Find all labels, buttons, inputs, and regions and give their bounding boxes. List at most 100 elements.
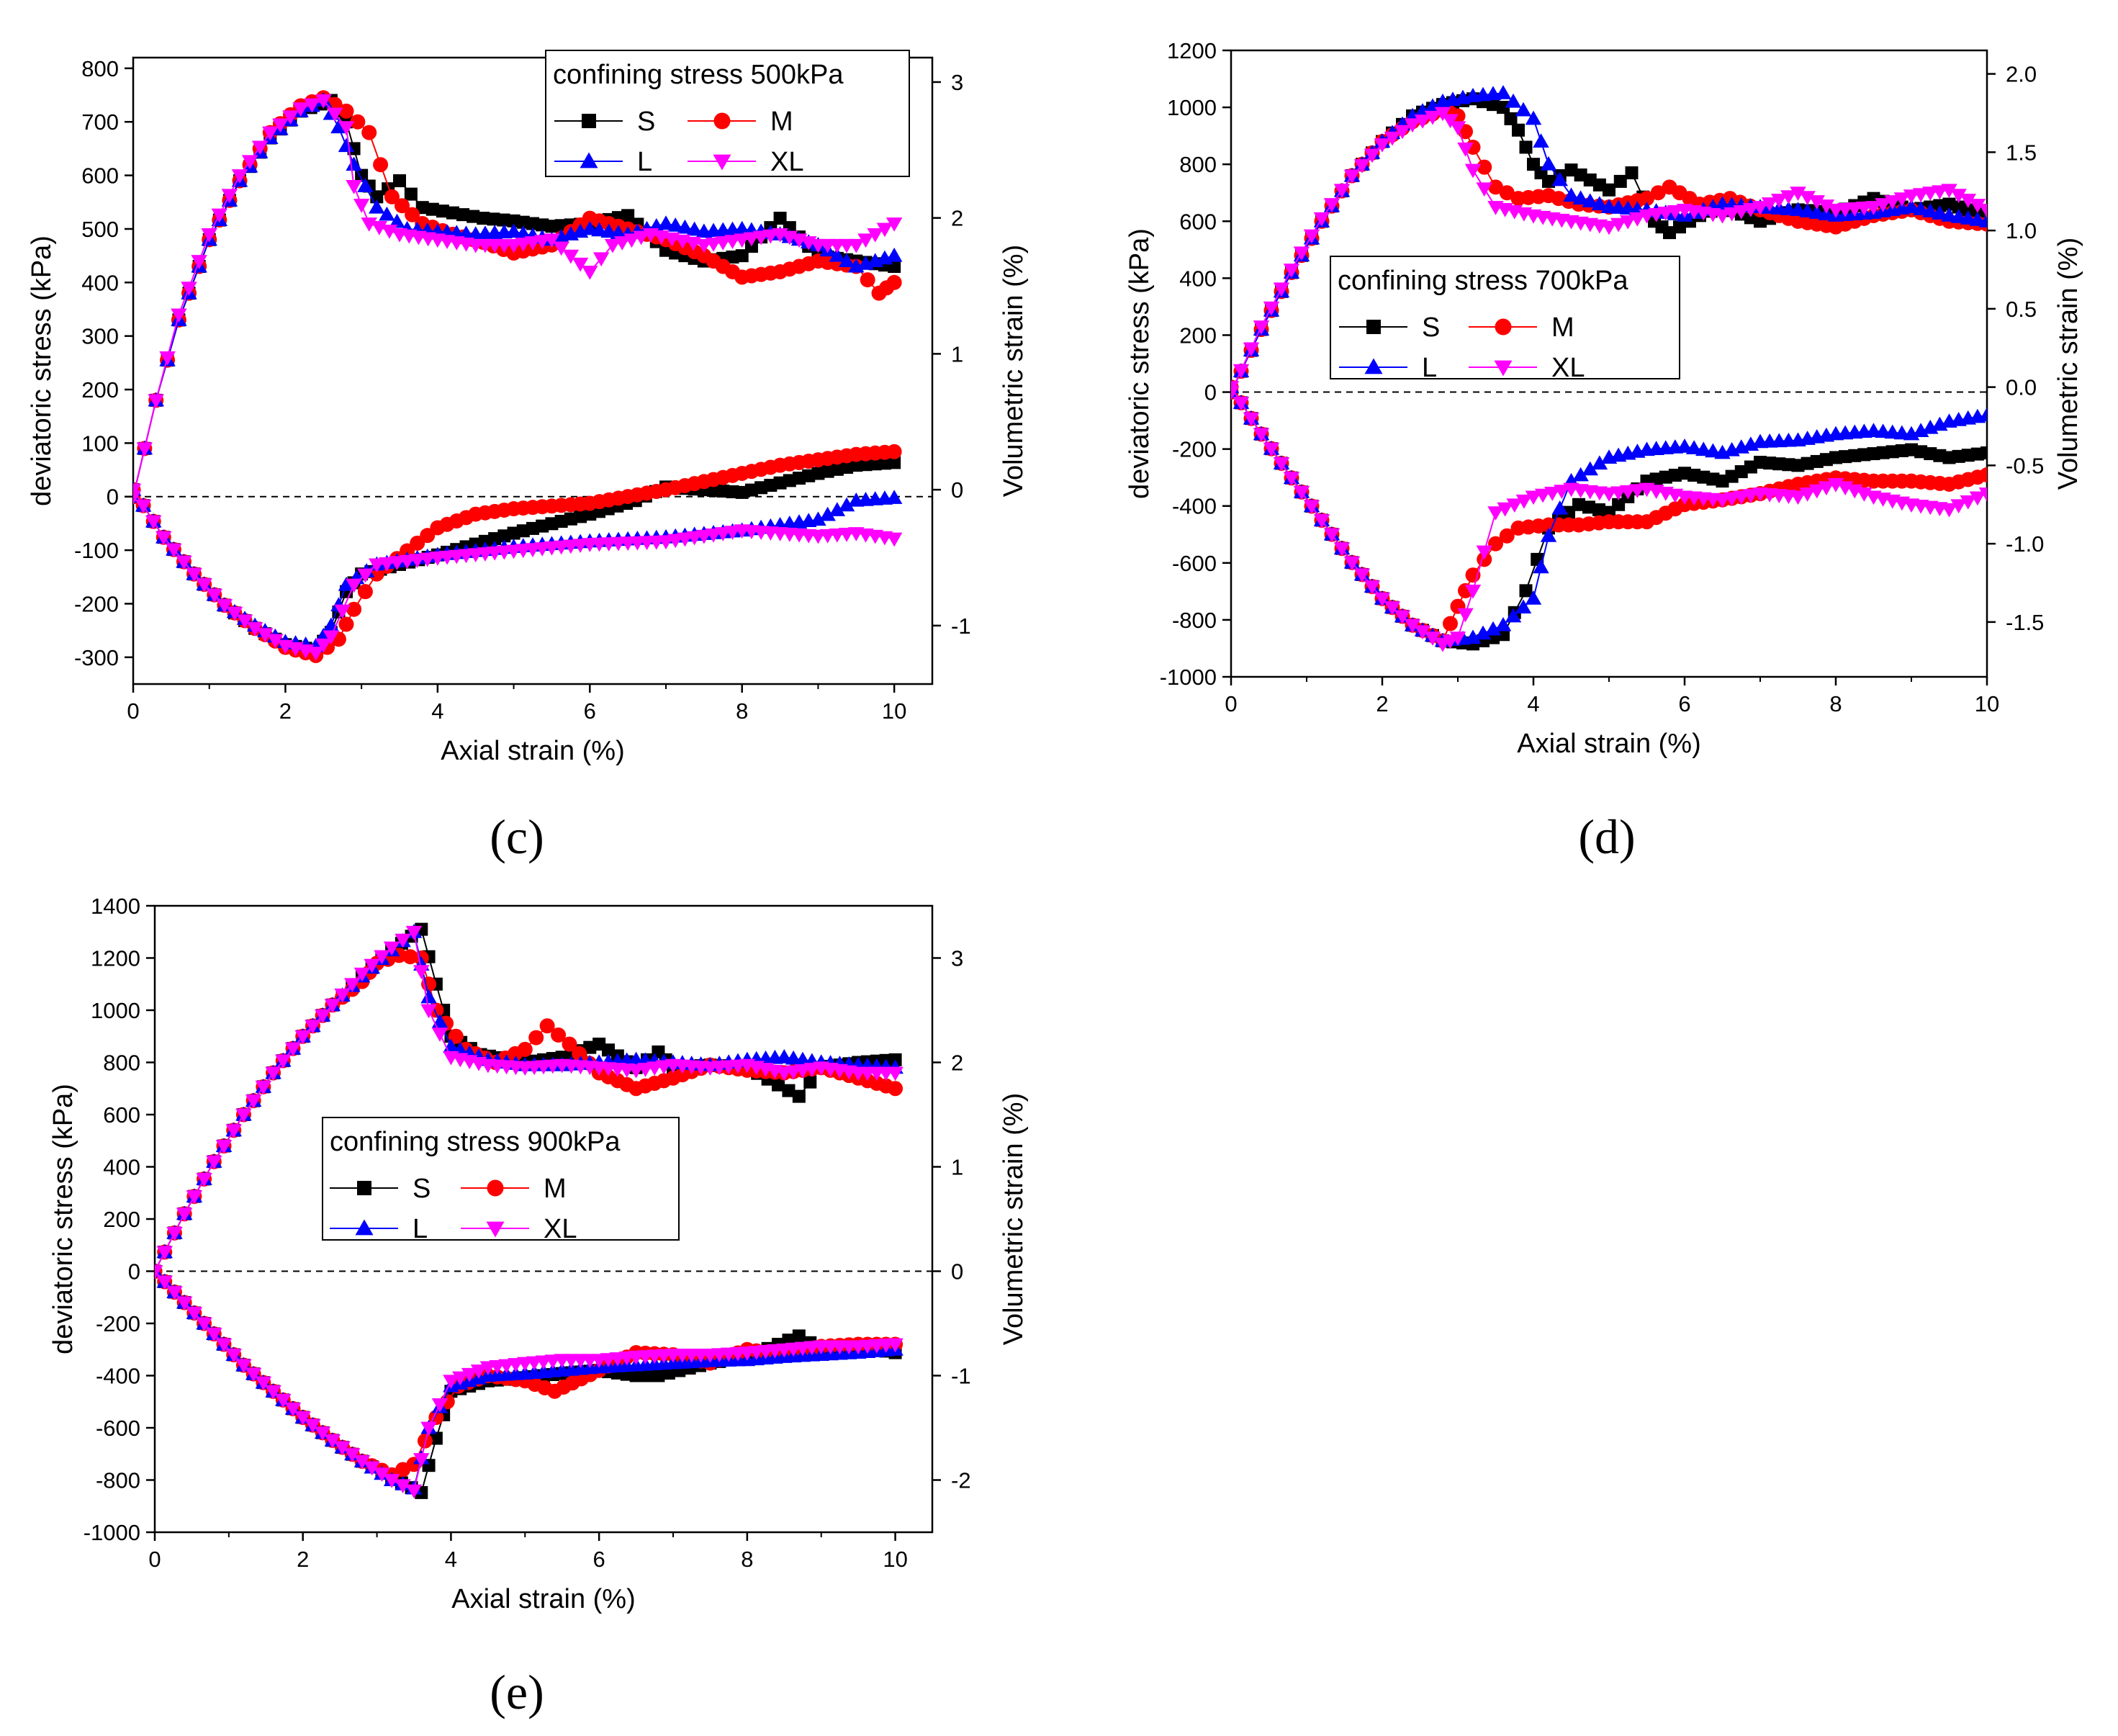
series-L-volumetric-point <box>1495 616 1512 631</box>
y-tick-label: 600 <box>103 1102 140 1128</box>
x-tick-label: 8 <box>741 1547 753 1572</box>
y-axis-label: deviatoric stress (kPa) <box>48 1084 78 1354</box>
legend-L-label: L <box>637 147 652 177</box>
series-XL-volumetric-point <box>216 599 233 613</box>
x-tick-label: 4 <box>445 1547 457 1572</box>
y2-tick-label: -2 <box>951 1468 971 1493</box>
series-XL-volumetric-point <box>206 1328 222 1342</box>
legend: confining stress 500kPa S M L XL <box>545 50 910 177</box>
series-L-stress-point <box>420 989 437 1004</box>
series-XL-stress-point <box>1960 194 1976 208</box>
series-L-volumetric-point <box>1551 500 1568 515</box>
series-L-stress-point <box>357 178 374 192</box>
x-tick-label: 2 <box>279 698 292 724</box>
legend-S-label: S <box>413 1174 431 1204</box>
series-XL-stress-point <box>715 236 731 251</box>
series-XL-stress-point <box>221 189 238 204</box>
series-S-volumetric-point <box>1519 584 1533 598</box>
series-L-stress-point <box>330 119 347 134</box>
series-L-volumetric-point <box>810 511 826 526</box>
series-S-stress-point <box>487 212 500 226</box>
series-XL-stress-point <box>1464 163 1482 179</box>
series-XL-volumetric-point <box>887 1338 903 1353</box>
y-tick-label: -1000 <box>1160 665 1217 690</box>
series-XL-stress-point <box>1243 342 1260 357</box>
x-tick-label: 10 <box>882 698 906 724</box>
y-tick-label: -400 <box>96 1364 140 1389</box>
y-tick-label: -200 <box>74 591 119 616</box>
series-XL-stress-point <box>1865 201 1882 215</box>
legend-M-label: M <box>1551 312 1574 343</box>
series-L-stress-point <box>1525 110 1542 125</box>
series-XL-volumetric-point <box>452 1371 469 1386</box>
series-XL-volumetric-point <box>379 557 395 572</box>
y2-axis-label: Volumetric strain (%) <box>999 245 1029 498</box>
series-XL-stress-point <box>582 265 598 280</box>
series-XL-stress-point <box>215 1140 233 1154</box>
series-XL-volumetric-point <box>186 1307 203 1321</box>
series-XL-stress-point <box>344 978 361 992</box>
series-L-volumetric-point <box>1695 441 1712 457</box>
y2-tick-label: 1.5 <box>2006 140 2037 165</box>
series-L-stress-point <box>379 206 395 221</box>
series-XL-stress-point <box>405 925 423 940</box>
series-XL-volumetric-point <box>364 1461 380 1476</box>
x-axis-label: Axial strain (%) <box>1517 729 1701 759</box>
series-L-stress-point <box>734 220 750 235</box>
panel-tag: (d) <box>1578 809 1635 864</box>
series-XL-stress-point <box>383 941 400 956</box>
legend-XL-marker <box>486 1221 505 1238</box>
series-XL-stress-point <box>1969 199 1986 213</box>
y-tick-label: 500 <box>81 217 119 242</box>
series-L-volumetric-point <box>338 576 355 591</box>
legend-M-label: M <box>544 1174 567 1204</box>
series-XL-stress-point <box>304 98 320 113</box>
legend-M-marker <box>713 112 731 130</box>
y-tick-label: 400 <box>81 270 119 295</box>
y-axis-label: deviatoric stress (kPa) <box>27 235 57 506</box>
y-tick-label: 100 <box>81 431 119 456</box>
panel-tag: (c) <box>490 809 544 864</box>
series-XL-volumetric-point <box>156 531 172 546</box>
y-tick-label: 1400 <box>91 894 140 919</box>
series-XL-stress-point <box>431 1027 449 1042</box>
series-XL-volumetric-point <box>284 1402 302 1417</box>
series-L-stress-point <box>1563 187 1580 202</box>
series-XL-volumetric-point <box>461 1367 478 1382</box>
series-XL-volumetric-point <box>1515 494 1533 509</box>
series-M-stress-point <box>562 1036 577 1052</box>
legend-S-marker <box>357 1181 371 1195</box>
series-XL-stress-point <box>1808 195 1825 210</box>
series-XL-stress-point <box>505 238 522 253</box>
series-XL-volumetric-point <box>1231 381 1240 395</box>
series-XL-volumetric-point <box>715 527 731 541</box>
series-XL-stress-point <box>1283 264 1300 278</box>
series-L-stress-point <box>1495 85 1512 99</box>
series-XL-stress-point <box>1333 184 1351 199</box>
series-XL-volumetric-point <box>307 647 324 661</box>
series-S-volumetric-point <box>1582 500 1595 514</box>
series-XL-stress-point <box>1293 246 1310 261</box>
series-XL-stress-point <box>324 999 341 1013</box>
series-XL-volumetric-point <box>470 1364 487 1379</box>
series-XL-stress-point <box>315 94 332 109</box>
series-L-volumetric-point <box>1676 439 1693 453</box>
series-XL-volumetric-point <box>695 529 713 544</box>
series-XL-stress-point <box>1761 197 1778 212</box>
series-XL-stress-point <box>1667 204 1684 220</box>
series-XL-stress-point <box>1639 209 1655 224</box>
x-tick-label: 6 <box>1678 691 1690 716</box>
series-L-stress-point <box>338 138 355 153</box>
y2-tick-label: 0 <box>951 477 963 503</box>
series-L-stress-point <box>600 223 617 238</box>
series-XL-volumetric-point <box>1818 481 1835 496</box>
series-L-volumetric-point <box>1540 528 1557 542</box>
legend-L-marker <box>355 1219 374 1236</box>
y2-tick-label: 2.0 <box>2006 62 2037 87</box>
y-tick-label: -800 <box>1172 608 1217 633</box>
series-XL-stress-point <box>1457 142 1474 157</box>
legend-XL-label: XL <box>544 1214 577 1244</box>
series-XL-volumetric-point <box>1723 492 1740 507</box>
series-XL-stress-point <box>1273 282 1290 297</box>
series-XL-volumetric-point <box>1333 542 1351 557</box>
